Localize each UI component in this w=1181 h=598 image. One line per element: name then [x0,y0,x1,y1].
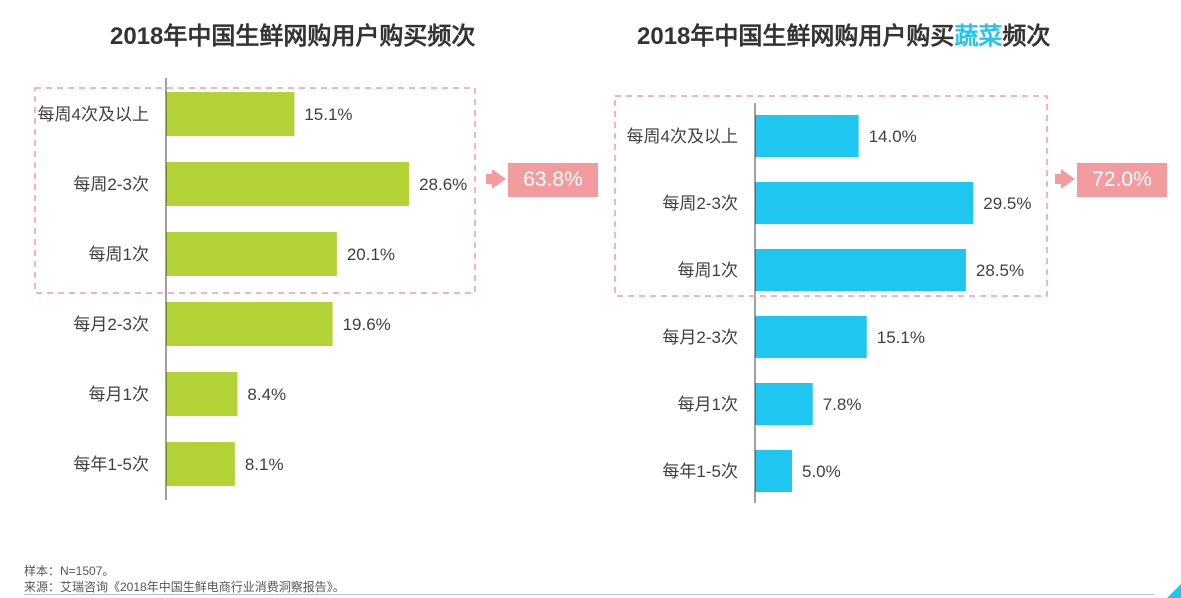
left-callout-arrow-stem [486,174,492,184]
right-title-highlight: 蔬菜 [954,23,1003,50]
right-value-label-1: 29.5% [983,194,1031,213]
corner-accent [1167,584,1181,598]
right-bar-0 [755,115,859,157]
left-value-label-4: 8.4% [247,385,286,404]
right-value-label-3: 15.1% [877,328,925,347]
right-value-label-2: 28.5% [976,261,1024,280]
right-category-label-3: 每月2-3次 [662,328,738,347]
left-bar-0 [166,92,295,136]
bottom-divider [24,594,1154,595]
left-bar-4 [166,372,238,416]
left-callout-arrow-icon [492,169,506,189]
right-value-label-0: 14.0% [869,127,917,146]
right-category-label-0: 每周4次及以上 [627,127,738,146]
right-bar-5 [755,450,792,492]
left-category-label-1: 每周2-3次 [73,175,149,194]
right-category-label-5: 每年1-5次 [662,462,738,481]
left-category-label-4: 每月1次 [89,385,149,404]
right-value-label-4: 7.8% [823,395,862,414]
left-callout-total: 63.8% [508,163,598,197]
left-value-label-1: 28.6% [419,175,467,194]
right-title-suffix: 频次 [1002,23,1051,50]
right-callout-total: 72.0% [1077,163,1167,197]
footnote-sample: 样本：N=1507。 [24,564,115,578]
left-value-label-2: 20.1% [347,245,395,264]
right-highlight-box [614,95,1048,297]
left-bar-1 [166,162,410,206]
left-category-label-5: 每年1-5次 [73,455,149,474]
right-bar-3 [755,316,867,358]
right-category-label-4: 每月1次 [678,395,738,414]
footnote-source: 来源：艾瑞咨询《2018年中国生鲜电商行业消费洞察报告》。 [24,580,345,594]
right-chart-title: 2018年中国生鲜网购用户购买蔬菜频次 [637,16,1050,51]
right-bar-1 [755,182,974,224]
right-category-label-2: 每周1次 [678,261,738,280]
left-chart-title: 2018年中国生鲜网购用户购买频次 [110,23,476,50]
right-callout-arrow-icon [1061,169,1075,189]
left-category-label-3: 每月2-3次 [73,315,149,334]
right-title-prefix: 2018年中国生鲜网购用户购买 [637,23,955,50]
left-value-label-0: 15.1% [304,105,352,124]
left-category-label-0: 每周4次及以上 [38,105,149,124]
left-bar-2 [166,232,337,276]
right-bar-4 [755,383,813,425]
right-callout-arrow-stem [1055,174,1061,184]
left-value-label-3: 19.6% [343,315,391,334]
left-category-label-2: 每周1次 [89,245,149,264]
left-bar-3 [166,302,333,346]
right-category-label-1: 每周2-3次 [662,194,738,213]
left-highlight-box [34,87,476,294]
left-value-label-5: 8.1% [245,455,284,474]
right-value-label-5: 5.0% [802,462,841,481]
left-bar-5 [166,442,235,486]
right-bar-2 [755,249,966,291]
